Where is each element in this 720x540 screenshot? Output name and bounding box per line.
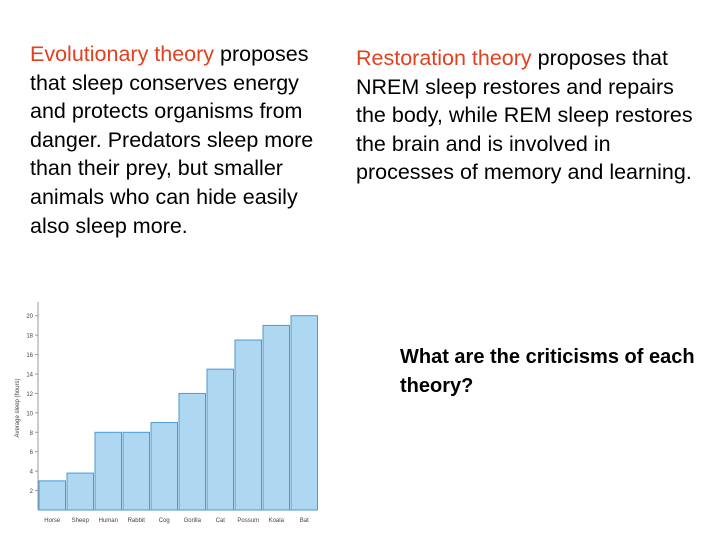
y-tick-label: 10 [26,411,33,417]
restoration-theory-heading: Restoration theory [356,46,532,70]
x-tick-label: Horse [44,518,61,524]
x-tick-label: Possum [237,518,259,524]
x-tick-label: Koala [269,518,285,524]
x-tick-label: Bat [300,518,309,524]
x-tick-label: Rabbit [128,518,146,524]
bar-sheep [66,472,94,511]
bar-koala [262,324,290,511]
discussion-question: What are the criticisms of each theory? [400,346,695,397]
x-tick-label: Gorilla [184,518,202,524]
y-tick-label: 4 [30,470,34,476]
bar-cat [206,368,234,511]
y-tick-label: 20 [26,314,33,320]
bar-rabbit [122,431,150,511]
evolutionary-theory-heading: Evolutionary theory [30,42,215,66]
x-tick-label: Cat [216,518,226,524]
bar-gorilla [178,392,206,511]
x-tick-label: Human [99,518,118,524]
evolutionary-theory-body: proposes that sleep conserves energy and… [30,42,314,238]
evolutionary-theory-text: Evolutionary theory proposes that sleep … [30,40,340,240]
bar-bat [290,315,318,511]
sleep-hours-bar-chart: 2 4 6 8 10 12 14 16 18 20 Average sleep (hours) Hor… [10,300,322,535]
y-tick-label: 14 [26,373,33,379]
restoration-theory-text: Restoration theory proposes that NREM sl… [356,44,701,187]
chart-canvas: 2 4 6 8 10 12 14 16 18 20 Average sleep (hours) Hor… [15,302,318,524]
y-tick-label: 18 [26,334,33,340]
x-tick-label: Sheep [72,518,90,524]
x-tick-label: Cog [159,518,170,524]
restoration-theory-body: proposes that NREM sleep restores and re… [356,46,693,185]
y-tick-label: 6 [30,450,34,456]
y-tick-label: 12 [26,392,33,398]
bar-possum [234,339,262,511]
y-tick-label: 16 [26,353,33,359]
y-tick-label: 8 [30,431,34,437]
bar-human [94,431,122,511]
bar-cog [150,422,178,511]
bar-horse [38,480,66,511]
y-axis-label: Average sleep (hours) [15,379,21,438]
y-tick-label: 2 [30,489,34,495]
